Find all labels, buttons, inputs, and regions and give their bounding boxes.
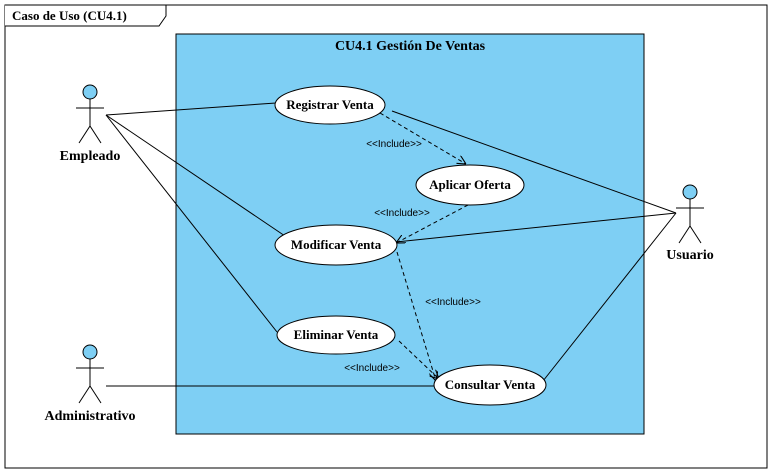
use-case-label: Registrar Venta <box>286 97 374 112</box>
actor-figure <box>76 84 104 144</box>
actor-administrativo[interactable]: Administrativo <box>45 344 136 424</box>
assoc-empleado-modificar <box>105 114 286 237</box>
actor-label: Usuario <box>666 248 713 263</box>
actor-usuario[interactable]: Usuario <box>666 184 714 263</box>
actor-figure <box>676 184 704 244</box>
use-case-registrar-venta[interactable]: Registrar Venta <box>274 85 386 125</box>
assoc-usuario-registrar <box>391 110 677 214</box>
actor-empleado[interactable]: Empleado <box>60 84 121 164</box>
use-case-eliminar-venta[interactable]: Eliminar Venta <box>276 315 396 355</box>
use-case-consultar-venta[interactable]: Consultar Venta <box>433 364 547 406</box>
actor-figure <box>76 344 104 404</box>
include-eliminar-consultar <box>398 340 439 379</box>
frame-tab <box>5 4 167 27</box>
include-label-registrar-aplicar: <<Include>> <box>366 139 422 150</box>
assoc-usuario-modificar <box>395 212 677 243</box>
actor-label: Administrativo <box>45 409 136 424</box>
system-boundary <box>175 33 645 435</box>
include-label-modificar-consultar: <<Include>> <box>425 297 481 308</box>
include-dependencies <box>379 112 469 381</box>
assoc-empleado-registrar <box>105 102 277 116</box>
actor-label: Empleado <box>60 149 121 164</box>
use-case-modificar-venta[interactable]: Modificar Venta <box>274 224 398 266</box>
use-case-aplicar-oferta[interactable]: Aplicar Oferta <box>415 164 525 206</box>
assoc-empleado-eliminar <box>105 114 278 333</box>
include-registrar-aplicar <box>379 112 466 164</box>
assoc-usuario-consultar <box>542 212 677 382</box>
use-case-label: Aplicar Oferta <box>429 177 511 192</box>
system-title: CU4.1 Gestión De Ventas <box>335 39 486 54</box>
include-label-eliminar-consultar: <<Include>> <box>344 363 400 374</box>
frame-title: Caso de Uso (CU4.1) <box>12 8 127 23</box>
include-modificar-consultar <box>396 251 436 381</box>
use-case-label: Modificar Venta <box>291 237 382 252</box>
use-case-label: Eliminar Venta <box>294 327 379 342</box>
associations <box>105 102 677 387</box>
use-case-label: Consultar Venta <box>445 377 536 392</box>
include-label-modificar-aplicar: <<Include>> <box>374 208 430 219</box>
